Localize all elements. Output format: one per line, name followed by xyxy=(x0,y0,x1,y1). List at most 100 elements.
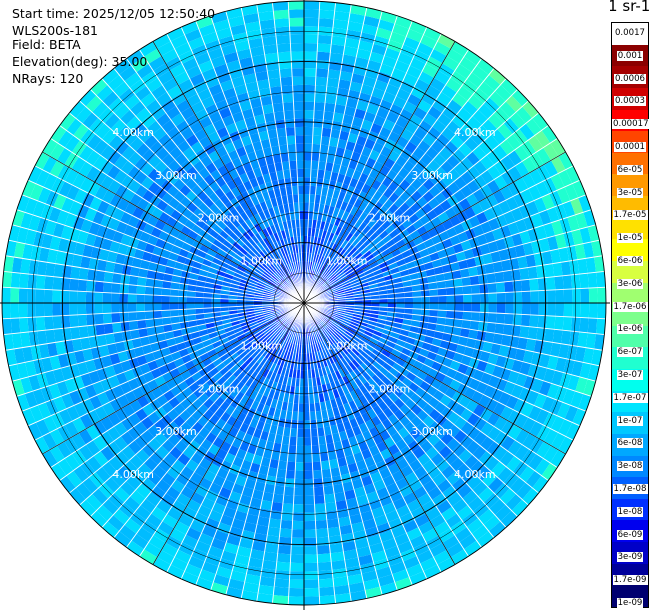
beta-cell xyxy=(304,68,316,77)
beta-cell xyxy=(304,1,320,10)
beta-cell xyxy=(405,303,414,309)
beta-cell xyxy=(505,292,514,303)
beta-cell xyxy=(304,429,311,438)
beta-cell xyxy=(27,303,36,317)
beta-cell xyxy=(304,26,318,35)
beta-cell xyxy=(269,78,282,88)
beta-cell xyxy=(187,303,196,309)
beta-cell xyxy=(529,315,538,328)
beta-cell xyxy=(454,286,463,295)
beta-cell xyxy=(94,292,103,303)
beta-cell xyxy=(597,303,606,319)
beta-cell xyxy=(495,272,505,283)
beta-cell xyxy=(480,293,489,303)
nrays-label: NRays: 120 xyxy=(12,71,83,86)
beta-cell xyxy=(28,317,37,332)
colorbar-tick-label: 6e-05 xyxy=(612,164,648,176)
beta-cell xyxy=(315,94,326,103)
beta-cell xyxy=(315,503,326,512)
beta-cell xyxy=(496,282,505,293)
beta-cell xyxy=(86,280,95,292)
beta-cell xyxy=(292,77,304,86)
beta-cell xyxy=(438,303,447,310)
beta-cell xyxy=(304,77,316,86)
beta-cell xyxy=(488,283,497,294)
beta-cell xyxy=(275,27,290,36)
beta-cell xyxy=(572,289,581,303)
beta-cell xyxy=(120,284,129,294)
beta-cell xyxy=(28,274,37,289)
beta-cell xyxy=(53,277,62,291)
beta-cell xyxy=(317,553,331,562)
beta-cell xyxy=(111,303,120,313)
beta-cell xyxy=(304,85,315,94)
beta-cell xyxy=(312,462,321,471)
beta-cell xyxy=(479,312,488,322)
beta-cell xyxy=(293,102,304,111)
beta-cell xyxy=(86,314,95,326)
colorbar-tick-label: 3e-08 xyxy=(612,460,648,472)
beta-cell xyxy=(313,478,323,487)
beta-cell xyxy=(291,546,304,555)
colorbar-tick-label: 6e-07 xyxy=(612,346,648,358)
beta-cell xyxy=(286,470,296,479)
beta-cell xyxy=(521,314,530,326)
beta-cell xyxy=(313,119,323,128)
beta-cell xyxy=(571,274,580,289)
beta-cell xyxy=(52,290,61,303)
range-label: 4.00km xyxy=(454,468,496,481)
beta-cell xyxy=(111,293,120,303)
beta-cell xyxy=(304,18,319,27)
beta-cell xyxy=(455,295,464,303)
beta-cell xyxy=(145,295,154,303)
beta-cell xyxy=(267,527,280,537)
beta-cell xyxy=(323,485,334,495)
beta-cell xyxy=(519,268,529,281)
beta-cell xyxy=(297,177,304,186)
beta-cell xyxy=(161,303,170,310)
beta-cell xyxy=(69,315,78,328)
beta-cell xyxy=(69,278,78,291)
beta-cell xyxy=(553,329,563,343)
beta-cell xyxy=(269,518,282,528)
beta-cell xyxy=(274,578,289,588)
beta-cell xyxy=(178,303,187,310)
beta-cell xyxy=(265,543,279,553)
beta-cell xyxy=(497,292,506,303)
beta-cell xyxy=(271,502,283,512)
beta-cell xyxy=(304,571,318,580)
beta-cell xyxy=(315,512,327,521)
range-label: 2.00km xyxy=(198,212,240,225)
beta-cell xyxy=(588,272,598,288)
beta-cell xyxy=(10,303,19,318)
beta-cell xyxy=(318,578,333,588)
beta-cell xyxy=(112,273,122,284)
range-label: 1.00km xyxy=(326,340,368,353)
beta-cell xyxy=(145,311,154,320)
beta-cell xyxy=(296,445,304,454)
beta-cell xyxy=(555,289,564,303)
beta-cell xyxy=(19,273,29,288)
beta-cell xyxy=(44,289,53,303)
beta-cell xyxy=(521,279,530,291)
beta-cell xyxy=(304,487,314,496)
beta-cell xyxy=(36,317,45,331)
beta-cell xyxy=(324,494,335,504)
start-time-label: Start time: 2025/12/05 12:50:40 xyxy=(12,6,215,21)
beta-cell xyxy=(195,297,204,303)
beta-cell xyxy=(522,303,531,315)
beta-cell xyxy=(273,103,284,113)
beta-cell xyxy=(304,546,317,555)
beta-cell xyxy=(311,152,319,161)
range-label: 2.00km xyxy=(198,382,240,395)
beta-cell xyxy=(554,276,563,290)
beta-cell xyxy=(304,177,311,186)
beta-cell xyxy=(304,169,311,178)
beta-cell xyxy=(597,287,606,303)
beta-cell xyxy=(304,51,317,60)
beta-cell xyxy=(54,264,64,278)
beta-cell xyxy=(273,10,289,20)
beta-cell xyxy=(277,43,291,52)
range-label: 2.00km xyxy=(369,212,411,225)
beta-cell xyxy=(463,303,472,312)
